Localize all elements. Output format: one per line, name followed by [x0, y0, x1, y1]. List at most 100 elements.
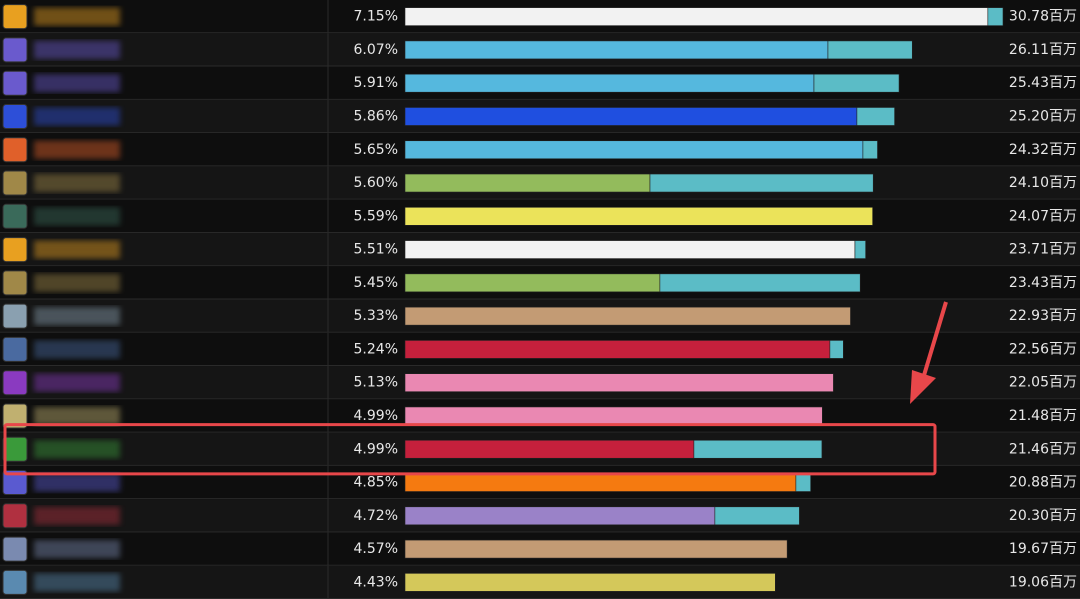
blurred-name	[34, 440, 120, 459]
class-icon	[2, 403, 28, 429]
percent: 4.43%	[354, 574, 398, 590]
bar-segment	[404, 173, 651, 193]
blurred-name	[34, 473, 120, 492]
bar-segment	[404, 340, 831, 359]
class-icon	[2, 70, 28, 96]
blurred-name	[34, 207, 120, 226]
class-icon	[2, 470, 28, 496]
total: 25.20百万	[1009, 108, 1077, 124]
bar-segment	[404, 406, 823, 426]
bar-segment	[404, 73, 815, 93]
bar-segment	[813, 73, 900, 93]
blurred-name	[34, 174, 120, 193]
blurred-name	[34, 506, 120, 525]
bar-segment	[404, 373, 834, 392]
bar-segment	[854, 240, 866, 259]
class-icon	[2, 203, 28, 229]
percent: 4.85%	[354, 475, 398, 491]
blurred-name	[34, 406, 120, 425]
blurred-name	[34, 540, 120, 559]
class-icon	[2, 4, 28, 30]
bar-segment	[404, 306, 851, 326]
arrow-head	[910, 370, 936, 404]
percent: 4.57%	[354, 541, 398, 557]
blurred-name	[34, 7, 120, 26]
percent: 4.99%	[354, 441, 398, 457]
bar-segment	[649, 173, 874, 193]
class-icon	[2, 270, 28, 296]
percent: 5.51%	[354, 242, 398, 258]
total: 24.07百万	[1009, 208, 1077, 224]
bar-segment	[404, 473, 797, 492]
bar-segment	[404, 439, 695, 459]
percent: 5.60%	[354, 175, 398, 191]
blurred-name	[34, 307, 120, 326]
total: 25.43百万	[1009, 75, 1077, 91]
class-icon	[2, 569, 28, 595]
class-icon	[2, 370, 28, 396]
total: 23.71百万	[1009, 242, 1077, 258]
percent: 7.15%	[354, 9, 398, 25]
total: 21.46百万	[1009, 441, 1077, 457]
total: 19.06百万	[1009, 574, 1077, 590]
bar-segment	[659, 273, 861, 293]
class-icon	[2, 303, 28, 329]
highlight-box	[3, 423, 937, 476]
percent: 5.91%	[354, 75, 398, 91]
class-icon	[2, 237, 28, 263]
total: 22.56百万	[1009, 341, 1077, 357]
percent: 5.33%	[354, 308, 398, 324]
blurred-name	[34, 107, 120, 126]
total: 30.78百万	[1009, 9, 1077, 25]
blurred-name	[34, 273, 120, 292]
bar-segment	[862, 140, 878, 160]
bar-segment	[404, 107, 858, 126]
blurred-name	[34, 74, 120, 93]
blurred-name	[34, 373, 120, 392]
bar-segment	[404, 573, 776, 592]
blurred-name	[34, 240, 120, 259]
percent: 5.59%	[354, 208, 398, 224]
total: 20.88百万	[1009, 475, 1077, 491]
total: 23.43百万	[1009, 275, 1077, 291]
bar-segment	[404, 240, 856, 259]
class-icon	[2, 536, 28, 562]
percent: 4.72%	[354, 508, 398, 524]
bar-segment	[404, 506, 716, 526]
bar-segment	[404, 207, 873, 226]
bar-segment	[693, 439, 823, 459]
percent: 5.13%	[354, 375, 398, 391]
percent: 5.45%	[354, 275, 398, 291]
bar-segment	[827, 40, 913, 60]
class-icon	[2, 137, 28, 163]
bar-segment	[404, 273, 661, 293]
blurred-name	[34, 40, 120, 59]
blurred-name	[34, 340, 120, 359]
arrow-shaft	[920, 301, 948, 383]
total: 21.48百万	[1009, 408, 1077, 424]
total: 19.67百万	[1009, 541, 1077, 557]
percent: 5.65%	[354, 142, 398, 158]
bar-segment	[829, 340, 844, 359]
bar-segment	[795, 473, 811, 492]
bar-segment	[714, 506, 800, 526]
bar-segment	[987, 7, 1004, 26]
total: 24.10百万	[1009, 175, 1077, 191]
class-icon	[2, 336, 28, 362]
class-icon	[2, 170, 28, 196]
class-icon	[2, 436, 28, 462]
class-icon	[2, 37, 28, 63]
percent: 6.07%	[354, 42, 398, 58]
total: 20.30百万	[1009, 508, 1077, 524]
total: 22.05百万	[1009, 375, 1077, 391]
percent: 4.99%	[354, 408, 398, 424]
percent: 5.86%	[354, 108, 398, 124]
bar-segment	[856, 107, 895, 126]
blurred-name	[34, 573, 120, 592]
total: 22.93百万	[1009, 308, 1077, 324]
bar-segment	[404, 7, 989, 26]
percent: 5.24%	[354, 341, 398, 357]
class-icon	[2, 103, 28, 129]
